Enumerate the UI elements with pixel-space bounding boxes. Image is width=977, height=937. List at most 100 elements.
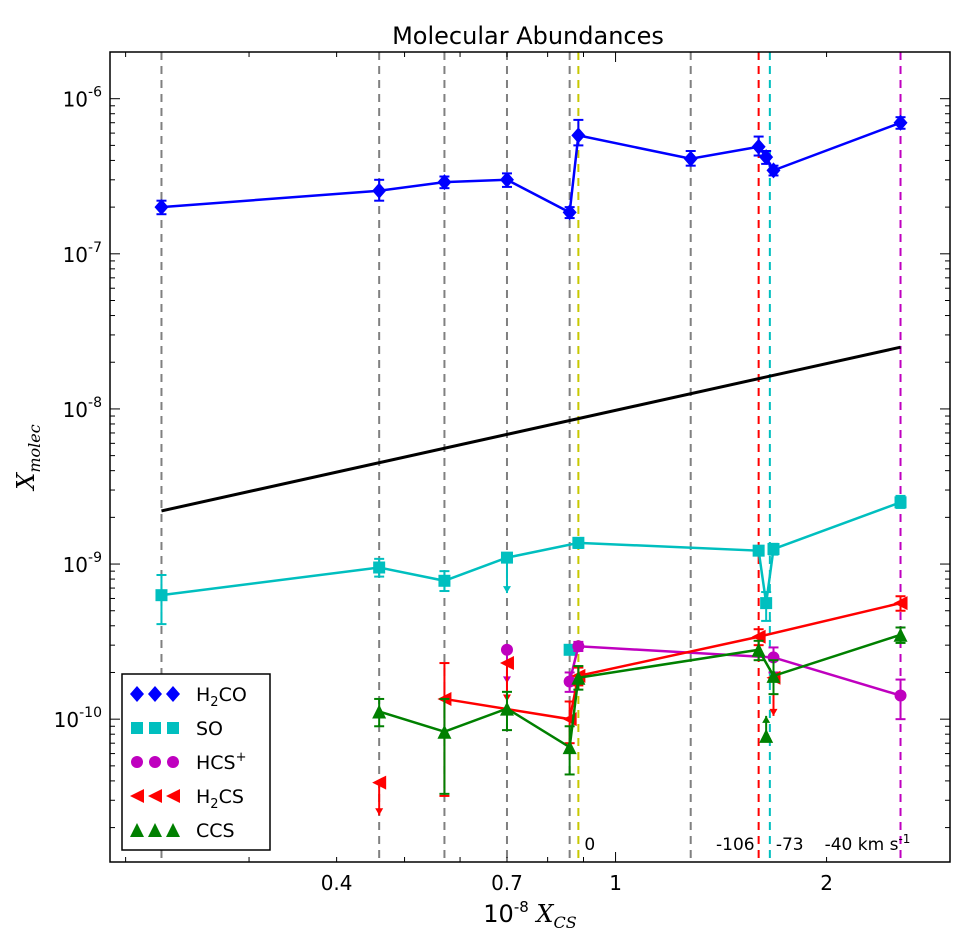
- legend-box: [121, 673, 271, 851]
- data-point-4-0: [372, 704, 387, 719]
- data-point-1-5: [752, 544, 765, 557]
- xtick-label-1: 0.7: [491, 871, 523, 895]
- y-axis-label-var: X: [12, 472, 40, 492]
- legend-marker-0-2: [166, 686, 180, 702]
- limit-arrow-1-3-head: [502, 586, 511, 594]
- series-h2cs: [372, 595, 908, 816]
- x-axis-label-var: X: [529, 900, 555, 928]
- data-point-1-4: [572, 536, 585, 549]
- legend-label-sup: +: [236, 750, 247, 765]
- x-axis-label-exp: -8: [514, 898, 529, 916]
- data-point-1-8: [894, 496, 907, 509]
- legend-marker-1-2: [167, 722, 179, 734]
- y-axis-label: Xmolec: [12, 424, 44, 491]
- ytick-base: 10: [63, 398, 88, 422]
- xtick-label-3: 2: [820, 871, 833, 895]
- series-line-0: [161, 121, 901, 215]
- data-point-4-1: [437, 724, 452, 739]
- ytick-label-0: 10-10: [54, 705, 102, 732]
- data-point-4-5: [751, 642, 766, 657]
- data-point-4-3: [562, 740, 577, 755]
- legend-label-sub: 2: [210, 797, 218, 812]
- data-point-1-3: [500, 551, 513, 564]
- legend-label-rest: CO: [219, 684, 247, 706]
- x-axis-label-sub: CS: [554, 913, 577, 932]
- data-point-4-6: [766, 668, 781, 683]
- x-axis-label: 10-8 XCS: [483, 898, 576, 932]
- ytick-label-4: 10-6: [63, 85, 103, 112]
- extra-point-3-1: [499, 656, 514, 671]
- ytick-base: 10: [54, 708, 79, 732]
- data-point-1-7: [767, 543, 780, 556]
- x-axis-label-base: 10: [483, 900, 514, 928]
- legend-marker-4-0: [130, 823, 144, 837]
- ytick-label-2: 10-8: [63, 395, 102, 422]
- legend-marker-1-0: [131, 722, 143, 734]
- data-point-0-0: [154, 199, 169, 216]
- data-point-3-4: [893, 596, 908, 611]
- legend-label-base: CCS: [196, 820, 235, 842]
- plot-layer: 0 -106 -73 -40 km s-1: [154, 52, 910, 862]
- series-h2co: [154, 114, 908, 221]
- velocity-label-5: 0: [584, 835, 595, 855]
- data-point-0-6: [683, 150, 698, 167]
- xtick-label-2: 1: [609, 871, 622, 895]
- data-point-0-8: [759, 149, 774, 166]
- legend-entry-1: SO: [131, 718, 223, 740]
- legend-label-1: SO: [196, 718, 223, 740]
- data-point-1-6: [760, 597, 773, 610]
- data-point-0-5: [571, 127, 586, 144]
- legend-marker-2-1: [149, 756, 161, 768]
- legend-marker-4-2: [166, 823, 180, 837]
- ytick-exp: -9: [88, 550, 102, 566]
- legend-entry-2: HCS+: [131, 750, 247, 774]
- legend-label-base: HCS: [196, 752, 236, 774]
- legend-marker-2-0: [131, 756, 143, 768]
- data-point-4-2: [499, 701, 514, 716]
- extra-arrow-3-0-head: [375, 808, 384, 816]
- data-point-0-4: [562, 204, 577, 221]
- legend-marker-3-1: [148, 789, 162, 803]
- velocity-label-8: -73: [776, 835, 804, 855]
- legend-label-0: H2CO: [196, 684, 247, 710]
- ytick-exp: -6: [88, 85, 102, 101]
- data-point-1-0: [155, 589, 168, 602]
- plot-frame: [109, 51, 951, 863]
- reference-line: [161, 345, 901, 513]
- series-so: [155, 494, 907, 656]
- legend-marker-2-2: [167, 756, 179, 768]
- legend-label-base: SO: [196, 718, 223, 740]
- legend-label-rest: CS: [219, 786, 244, 808]
- series-ccs: [372, 626, 908, 795]
- data-point-2-1: [572, 640, 585, 653]
- data-point-4-7: [893, 627, 908, 642]
- legend-marker-3-0: [130, 789, 144, 803]
- extra-point-2-0: [500, 643, 513, 656]
- extra-point-4-0: [759, 728, 774, 743]
- ytick-exp: -10: [79, 705, 102, 721]
- data-point-0-3: [499, 171, 514, 188]
- series-line-2: [568, 644, 901, 697]
- legend-entry-4: CCS: [130, 820, 235, 842]
- chart-title: Molecular Abundances: [392, 22, 664, 50]
- ytick-base: 10: [63, 88, 88, 112]
- data-point-0-10: [893, 114, 908, 131]
- data-point-1-2: [438, 574, 451, 587]
- legend-marker-4-1: [148, 823, 162, 837]
- ytick-exp: -7: [88, 240, 102, 256]
- velocity-label-9: -40 km s-1: [825, 832, 911, 855]
- errorbar-4-1: [439, 697, 450, 795]
- legend-label-4: CCS: [196, 820, 235, 842]
- data-point-4-4: [571, 670, 586, 685]
- legend-marker-0-1: [148, 686, 162, 702]
- legend-marker-0-0: [130, 686, 144, 702]
- ytick-exp: -8: [88, 395, 102, 411]
- ytick-base: 10: [63, 243, 88, 267]
- legend-entry-3: H2CS: [130, 786, 244, 812]
- data-point-0-2: [437, 174, 452, 191]
- legend-label-base: H: [196, 684, 210, 706]
- velocity-label-7: -106: [716, 835, 755, 855]
